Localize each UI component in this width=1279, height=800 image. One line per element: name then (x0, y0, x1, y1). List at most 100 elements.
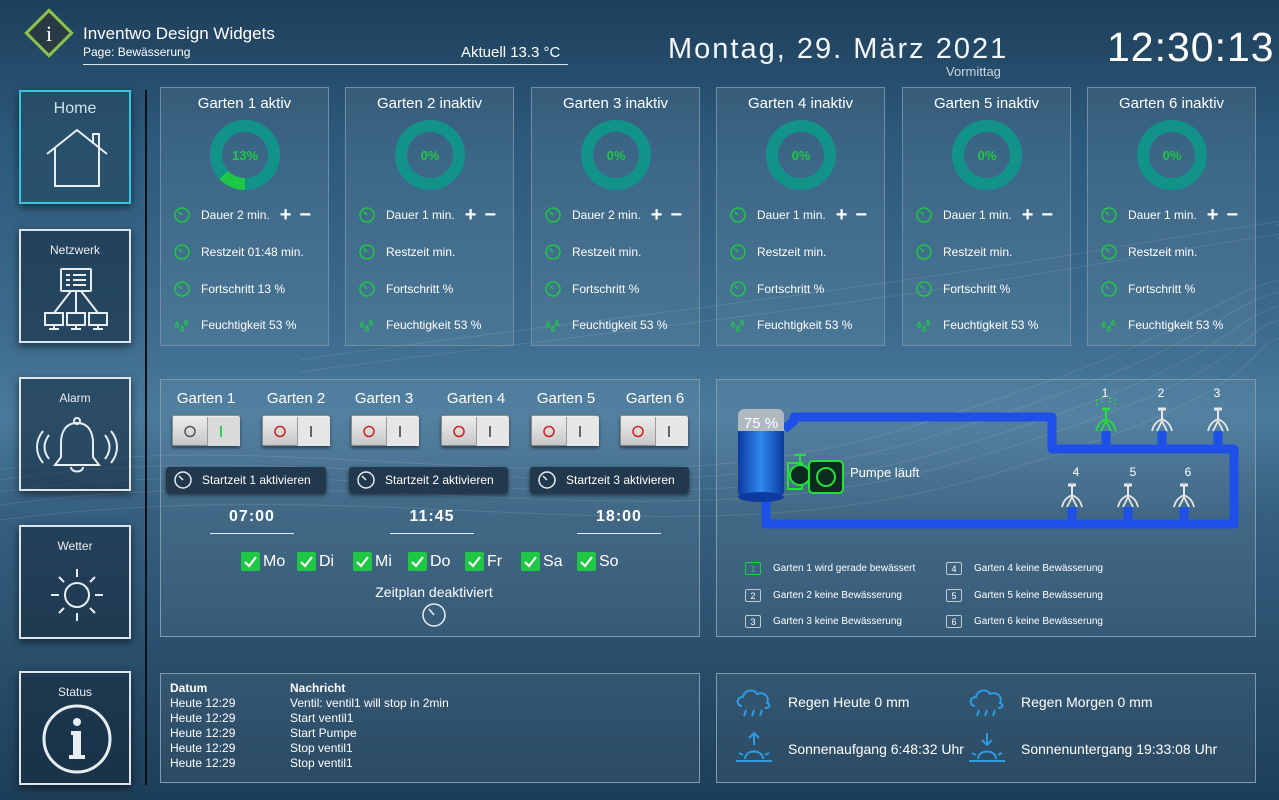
garden-card-title: Garten 2 inaktiv (376, 95, 483, 112)
current-date: Montag, 29. März 2021 (668, 33, 1009, 65)
tank-level-label: 75 % (744, 415, 778, 432)
day-label: Di (319, 552, 335, 570)
day-checkbox-sa[interactable]: Sa (521, 552, 563, 571)
sunset-icon (969, 733, 1005, 762)
timer-icon (916, 281, 932, 297)
legend-badge: 6 (946, 615, 962, 628)
sprinkler-number-1: 1 (1102, 386, 1109, 400)
legend-item-2: 2 Garten 2 keine Bewässerung (745, 589, 902, 602)
day-checkbox-do[interactable]: Do (408, 552, 450, 571)
duration-minus-button[interactable]: − (855, 204, 868, 226)
progress-label: Fortschritt 13 % (201, 282, 286, 296)
progress-label: Fortschritt % (572, 282, 640, 296)
legend-text: Garten 6 keine Bewässerung (974, 616, 1103, 627)
duration-minus-button[interactable]: − (1041, 204, 1054, 226)
timer-icon (545, 244, 561, 260)
duration-plus-button[interactable]: + (650, 204, 663, 226)
garden-switch-5[interactable] (531, 415, 599, 446)
timer-icon (174, 244, 190, 260)
rain-today: Regen Heute 0 mm (734, 686, 909, 718)
day-label: Do (430, 552, 451, 570)
garden-card-4: Garten 4 inaktiv 0% Dauer 1 min. + − Restzeit… (716, 87, 885, 346)
timer-icon (359, 207, 375, 223)
day-label: Sa (543, 552, 563, 570)
water-drops-icon (174, 318, 189, 332)
nav-netzwerk[interactable]: Netzwerk (19, 229, 131, 343)
schedule-timer-icon[interactable] (420, 601, 448, 629)
start-time-2-button[interactable]: Startzeit 2 aktivieren (349, 467, 508, 493)
header-divider (83, 64, 568, 65)
legend-text: Garten 3 keine Bewässerung (773, 616, 902, 627)
timer-icon (1101, 281, 1117, 297)
timer-icon (357, 471, 375, 489)
nav-status[interactable]: Status (19, 671, 131, 785)
progress-row: Fortschritt % (1100, 279, 1195, 299)
nav-wetter[interactable]: Wetter (19, 525, 131, 639)
checkbox-icon (297, 552, 316, 571)
start-time-1-value[interactable]: 07:00 (210, 508, 294, 534)
garden-switch-6[interactable] (620, 415, 688, 446)
garden-switch-2[interactable] (262, 415, 330, 446)
duration-minus-button[interactable]: − (670, 204, 683, 226)
remaining-label: Restzeit 01:48 min. (201, 245, 304, 259)
day-checkbox-di[interactable]: Di (297, 552, 334, 571)
water-drops-icon (916, 318, 931, 332)
start-time-1-button[interactable]: Startzeit 1 aktivieren (166, 467, 326, 493)
switch-label-garten-3: Garten 3 (354, 390, 414, 407)
moisture-row: Feuchtigkeit 53 % (1100, 315, 1223, 335)
sunset: Sonnenuntergang 19:33:08 Uhr (967, 731, 1217, 767)
duration-minus-button[interactable]: − (1226, 204, 1239, 226)
timer-icon (1101, 207, 1117, 223)
duration-minus-button[interactable]: − (299, 204, 312, 226)
nav-home[interactable]: Home (19, 90, 131, 204)
water-drops-icon (359, 318, 374, 332)
nav-wetter-label: Wetter (57, 539, 93, 553)
duration-label: Dauer 1 min. (386, 208, 455, 222)
garden-switch-4[interactable] (441, 415, 509, 446)
garden-switch-3[interactable] (351, 415, 419, 446)
legend-text: Garten 4 keine Bewässerung (974, 563, 1103, 574)
duration-plus-button[interactable]: + (1021, 204, 1034, 226)
moisture-row: Feuchtigkeit 53 % (915, 315, 1038, 335)
garden-card-title: Garten 4 inaktiv (747, 95, 854, 112)
water-drops-icon (545, 318, 560, 332)
day-checkbox-fr[interactable]: Fr (465, 552, 502, 571)
checkbox-icon (408, 552, 427, 571)
day-checkbox-mi[interactable]: Mi (353, 552, 392, 571)
day-label: Mi (375, 552, 392, 570)
info-icon (42, 704, 112, 774)
progress-row: Fortschritt % (358, 279, 453, 299)
checkbox-icon (521, 552, 540, 571)
progress-percent: 0% (1163, 148, 1182, 163)
duration-plus-button[interactable]: + (279, 204, 292, 226)
switch-label-garten-4: Garten 4 (446, 390, 506, 407)
day-checkbox-so[interactable]: So (577, 552, 619, 571)
day-checkbox-mo[interactable]: Mo (241, 552, 285, 571)
duration-plus-button[interactable]: + (1206, 204, 1219, 226)
duration-plus-button[interactable]: + (835, 204, 848, 226)
schedule-panel (160, 379, 700, 637)
garden-switch-1[interactable] (172, 415, 240, 446)
rain-tomorrow: Regen Morgen 0 mm (967, 686, 1153, 718)
progress-percent: 0% (421, 148, 440, 163)
duration-plus-button[interactable]: + (464, 204, 477, 226)
moisture-row: Feuchtigkeit 53 % (358, 315, 481, 335)
nav-alarm[interactable]: Alarm (19, 377, 131, 491)
progress-ring: 13% (210, 120, 280, 190)
start-time-3-value[interactable]: 18:00 (577, 508, 661, 534)
start-time-2-value[interactable]: 11:45 (390, 508, 474, 534)
toggle-switch-icon (274, 417, 330, 446)
sprinkler-icon (1117, 483, 1139, 508)
timer-icon (545, 281, 561, 297)
remaining-row: Restzeit min. (544, 242, 641, 262)
progress-row: Fortschritt % (729, 279, 824, 299)
legend-badge: 3 (745, 615, 761, 628)
moisture-row: Feuchtigkeit 53 % (544, 315, 667, 335)
timer-icon (174, 281, 190, 297)
sunrise-label: Sonnenaufgang 6:48:32 Uhr (788, 741, 964, 757)
duration-minus-button[interactable]: − (484, 204, 497, 226)
progress-label: Fortschritt % (943, 282, 1011, 296)
sprinkler-icon (1151, 407, 1173, 432)
start-time-3-button[interactable]: Startzeit 3 aktivieren (530, 467, 689, 493)
start-time-2-label: Startzeit 2 aktivieren (385, 473, 494, 487)
